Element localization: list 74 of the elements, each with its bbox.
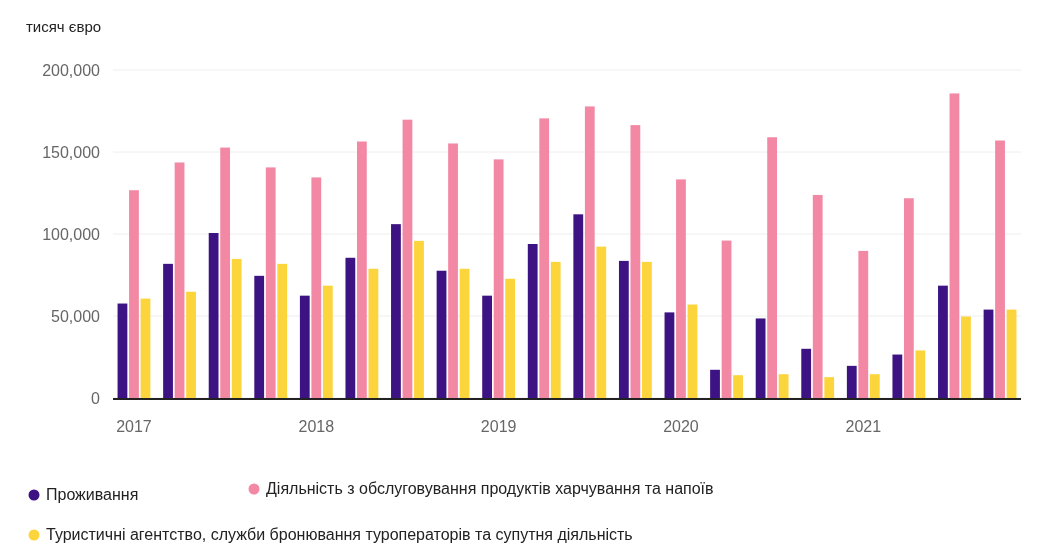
- bar: [163, 263, 173, 398]
- y-tick-label: 200,000: [42, 61, 101, 79]
- bar: [550, 261, 561, 398]
- bar: [755, 318, 766, 398]
- bar: [356, 141, 367, 398]
- bar: [687, 304, 698, 398]
- bar: [824, 377, 835, 398]
- bar: [299, 295, 310, 398]
- bar: [630, 125, 641, 398]
- bar: [117, 303, 128, 398]
- bar: [311, 177, 322, 398]
- y-tick-label: 0: [91, 389, 101, 407]
- bar: [915, 350, 926, 398]
- y-tick-label: 50,000: [51, 307, 101, 325]
- bar: [482, 295, 493, 398]
- bar: [527, 244, 538, 398]
- x-tick-label: 2018: [298, 418, 335, 435]
- bar: [322, 285, 333, 398]
- legend-label: Діяльність з обслуговування продуктів харчування та напоїв: [266, 480, 714, 497]
- bar: [436, 270, 447, 398]
- bar: [402, 119, 413, 398]
- bar: [733, 375, 743, 398]
- x-tick-label: 2017: [116, 418, 152, 435]
- bar: [254, 275, 265, 398]
- bar: [448, 143, 458, 398]
- bar: [186, 291, 196, 398]
- bar: [493, 159, 504, 398]
- bar: [231, 258, 242, 398]
- bar: [505, 278, 516, 398]
- bar: [140, 298, 151, 398]
- bar: [345, 257, 356, 398]
- bar: [778, 374, 789, 398]
- bar: [277, 263, 288, 398]
- bar: [642, 261, 652, 398]
- bar: [801, 348, 812, 398]
- bar: [129, 190, 139, 398]
- x-tick-label: 2021: [845, 418, 882, 435]
- bar: [846, 365, 857, 398]
- bar: [459, 268, 470, 398]
- bar: [721, 240, 732, 398]
- y-axis-title: тисяч євро: [26, 18, 102, 35]
- bar: [1006, 309, 1017, 398]
- bar: [220, 147, 231, 398]
- bar: [618, 260, 629, 398]
- bar: [858, 250, 869, 398]
- x-tick-label: 2019: [480, 418, 517, 435]
- bar: [961, 316, 971, 398]
- bar: [949, 93, 960, 398]
- y-tick-label: 150,000: [42, 143, 101, 161]
- bar: [368, 268, 379, 398]
- bar: [664, 312, 675, 398]
- bar: [414, 240, 424, 398]
- bar: [208, 233, 219, 398]
- bar: [710, 369, 720, 398]
- legend-label: Проживання: [46, 486, 139, 503]
- bar: [596, 246, 607, 398]
- bar: [391, 224, 401, 398]
- bar: [539, 118, 550, 398]
- x-tick-label: 2020: [663, 418, 699, 435]
- bar: [174, 162, 185, 398]
- bar: [584, 106, 595, 398]
- bar: [676, 179, 686, 398]
- bar: [767, 137, 778, 398]
- bar: [892, 354, 903, 398]
- bar: [869, 374, 880, 398]
- bar: [812, 194, 823, 398]
- y-tick-label: 100,000: [42, 225, 101, 243]
- bar: [265, 167, 276, 398]
- bar: [995, 140, 1005, 398]
- bar: [573, 214, 584, 398]
- bar: [938, 285, 948, 398]
- legend-label: Туристичні агентство, служби бронювання туроператорів та супутня діяльність: [46, 526, 633, 543]
- bar: [903, 198, 914, 398]
- bar: [983, 309, 994, 398]
